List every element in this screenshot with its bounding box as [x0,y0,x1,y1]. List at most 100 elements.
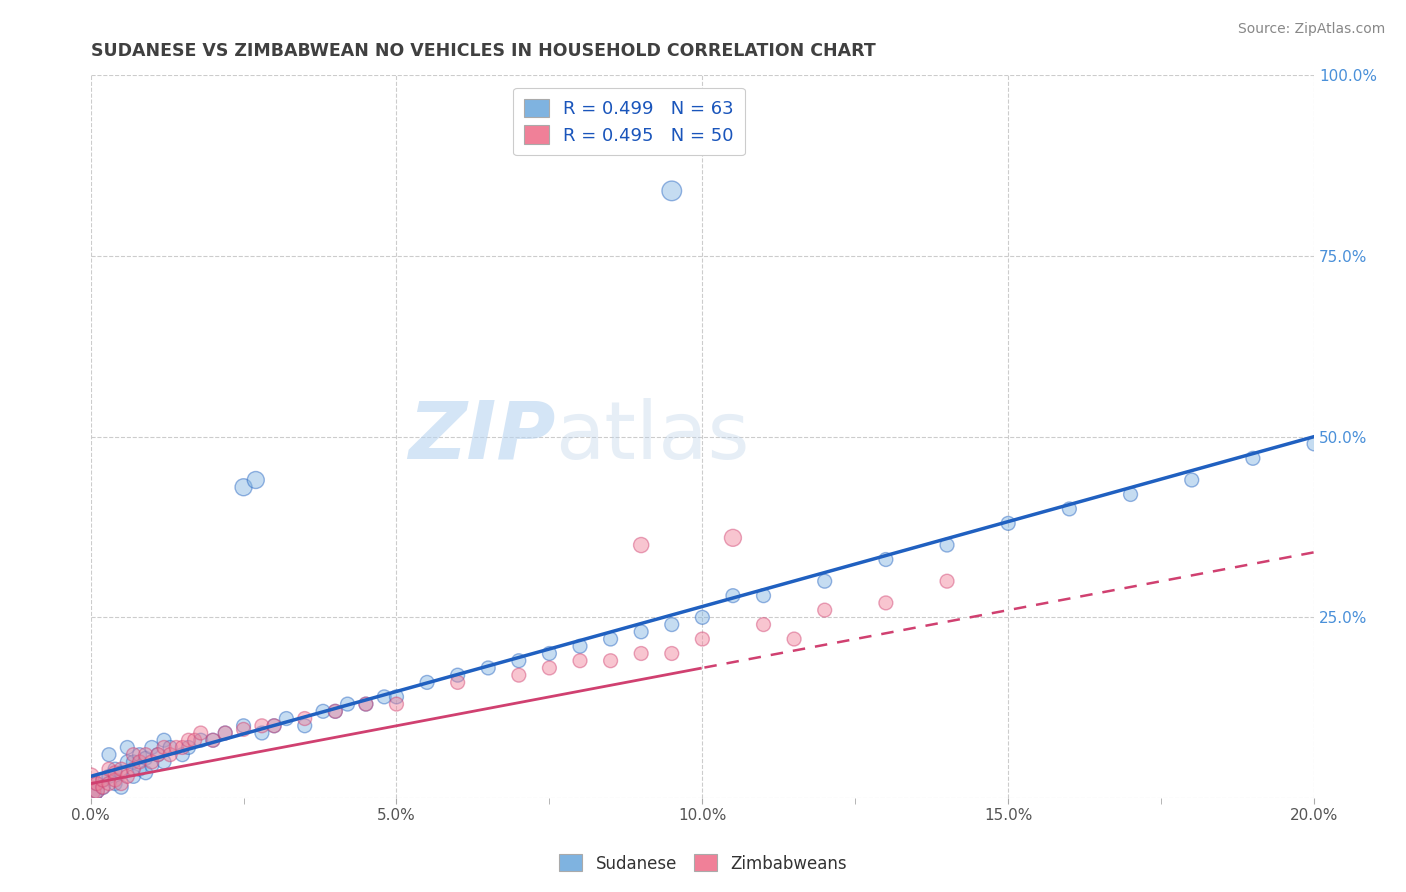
Point [79,788,101,802]
Point [159,747,181,762]
Point [599,654,621,668]
Point [98,776,121,790]
Point [232,723,254,737]
Point [721,589,744,603]
Point [104,765,127,780]
Point [98,747,121,762]
Point [177,733,200,747]
Point [153,733,176,747]
Point [936,538,959,552]
Point [323,704,346,718]
Point [814,603,837,617]
Point [135,747,157,762]
Point [1181,473,1204,487]
Text: atlas: atlas [555,398,749,475]
Point [752,617,775,632]
Point [447,668,470,682]
Point [135,751,157,765]
Point [201,733,224,747]
Point [875,596,897,610]
Point [110,762,132,776]
Point [245,473,267,487]
Point [263,719,285,733]
Point [250,726,273,740]
Point [538,647,561,661]
Point [814,574,837,589]
Point [263,719,285,733]
Point [250,719,273,733]
Point [79,769,101,783]
Point [177,740,200,755]
Point [1303,437,1326,451]
Point [91,772,114,787]
Text: ZIP: ZIP [408,398,555,475]
Point [721,531,744,545]
Point [104,772,127,787]
Point [141,740,163,755]
Point [214,726,236,740]
Point [630,538,652,552]
Text: Source: ZipAtlas.com: Source: ZipAtlas.com [1237,22,1385,37]
Point [1119,487,1142,501]
Point [128,755,150,769]
Point [104,762,127,776]
Point [141,758,163,772]
Point [183,733,205,747]
Point [117,740,139,755]
Legend: Sudanese, Zimbabweans: Sudanese, Zimbabweans [553,847,853,880]
Point [661,184,683,198]
Point [86,784,108,798]
Point [385,697,408,711]
Point [692,632,714,646]
Point [110,765,132,780]
Point [875,552,897,566]
Point [146,747,169,762]
Point [752,589,775,603]
Point [599,632,621,646]
Point [294,712,316,726]
Point [172,747,194,762]
Point [91,780,114,795]
Point [661,647,683,661]
Point [91,780,114,795]
Point [190,733,212,747]
Point [630,624,652,639]
Point [122,747,145,762]
Point [312,704,335,718]
Point [104,776,127,790]
Point [159,740,181,755]
Point [86,776,108,790]
Point [201,733,224,747]
Point [86,776,108,790]
Point [141,755,163,769]
Point [86,784,108,798]
Point [447,675,470,690]
Point [232,719,254,733]
Point [477,661,499,675]
Point [373,690,395,704]
Point [91,772,114,787]
Point [135,765,157,780]
Point [1241,451,1264,466]
Point [783,632,806,646]
Point [336,697,359,711]
Point [98,762,121,776]
Point [569,640,592,654]
Point [276,712,298,726]
Point [165,740,187,755]
Point [661,617,683,632]
Point [146,747,169,762]
Point [692,610,714,624]
Text: SUDANESE VS ZIMBABWEAN NO VEHICLES IN HOUSEHOLD CORRELATION CHART: SUDANESE VS ZIMBABWEAN NO VEHICLES IN HO… [90,42,876,60]
Point [323,704,346,718]
Point [385,690,408,704]
Point [214,726,236,740]
Point [122,755,145,769]
Point [416,675,439,690]
Legend: R = 0.499   N = 63, R = 0.495   N = 50: R = 0.499 N = 63, R = 0.495 N = 50 [513,87,745,155]
Point [1059,502,1081,516]
Point [294,719,316,733]
Point [997,516,1019,531]
Point [117,755,139,769]
Point [110,776,132,790]
